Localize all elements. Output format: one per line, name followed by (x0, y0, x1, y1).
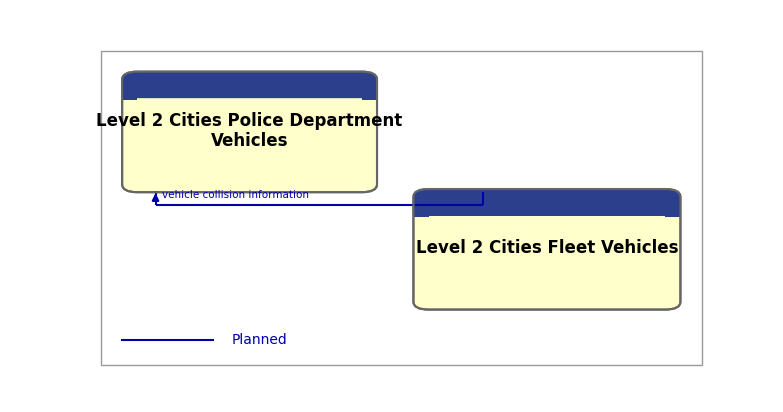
Bar (413, 206, 680, 215)
Text: vehicle collision information: vehicle collision information (161, 190, 309, 200)
Bar (122, 89, 377, 98)
Text: Level 2 Cities Fleet Vehicles: Level 2 Cities Fleet Vehicles (416, 239, 678, 258)
Bar (413, 204, 428, 217)
FancyBboxPatch shape (122, 72, 377, 98)
Text: Level 2 Cities Police Department
Vehicles: Level 2 Cities Police Department Vehicle… (96, 112, 402, 150)
FancyBboxPatch shape (122, 72, 377, 192)
Bar (122, 87, 137, 100)
FancyBboxPatch shape (413, 189, 680, 309)
FancyBboxPatch shape (413, 189, 680, 215)
Text: Planned: Planned (232, 333, 287, 347)
Bar (666, 204, 680, 217)
Bar (362, 87, 377, 100)
